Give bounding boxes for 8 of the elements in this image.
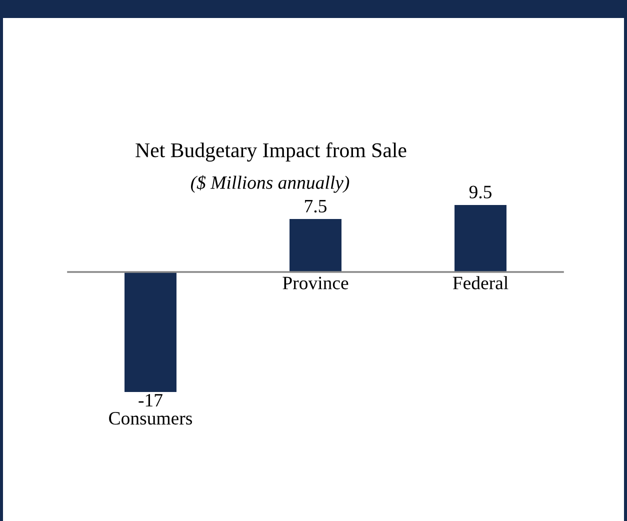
x-tick-label: Province bbox=[282, 276, 348, 290]
x-tick-label: Consumers bbox=[109, 412, 192, 425]
x-tick-label: Federal bbox=[452, 276, 508, 290]
data-label: 9.5 bbox=[469, 186, 492, 198]
chart-title: Net Budgetary Impact from Sale bbox=[136, 142, 406, 162]
data-label: 7.5 bbox=[305, 200, 326, 213]
chart-subtitle: ($ Millions annually) bbox=[190, 175, 350, 193]
data-label: -17 bbox=[138, 394, 162, 406]
